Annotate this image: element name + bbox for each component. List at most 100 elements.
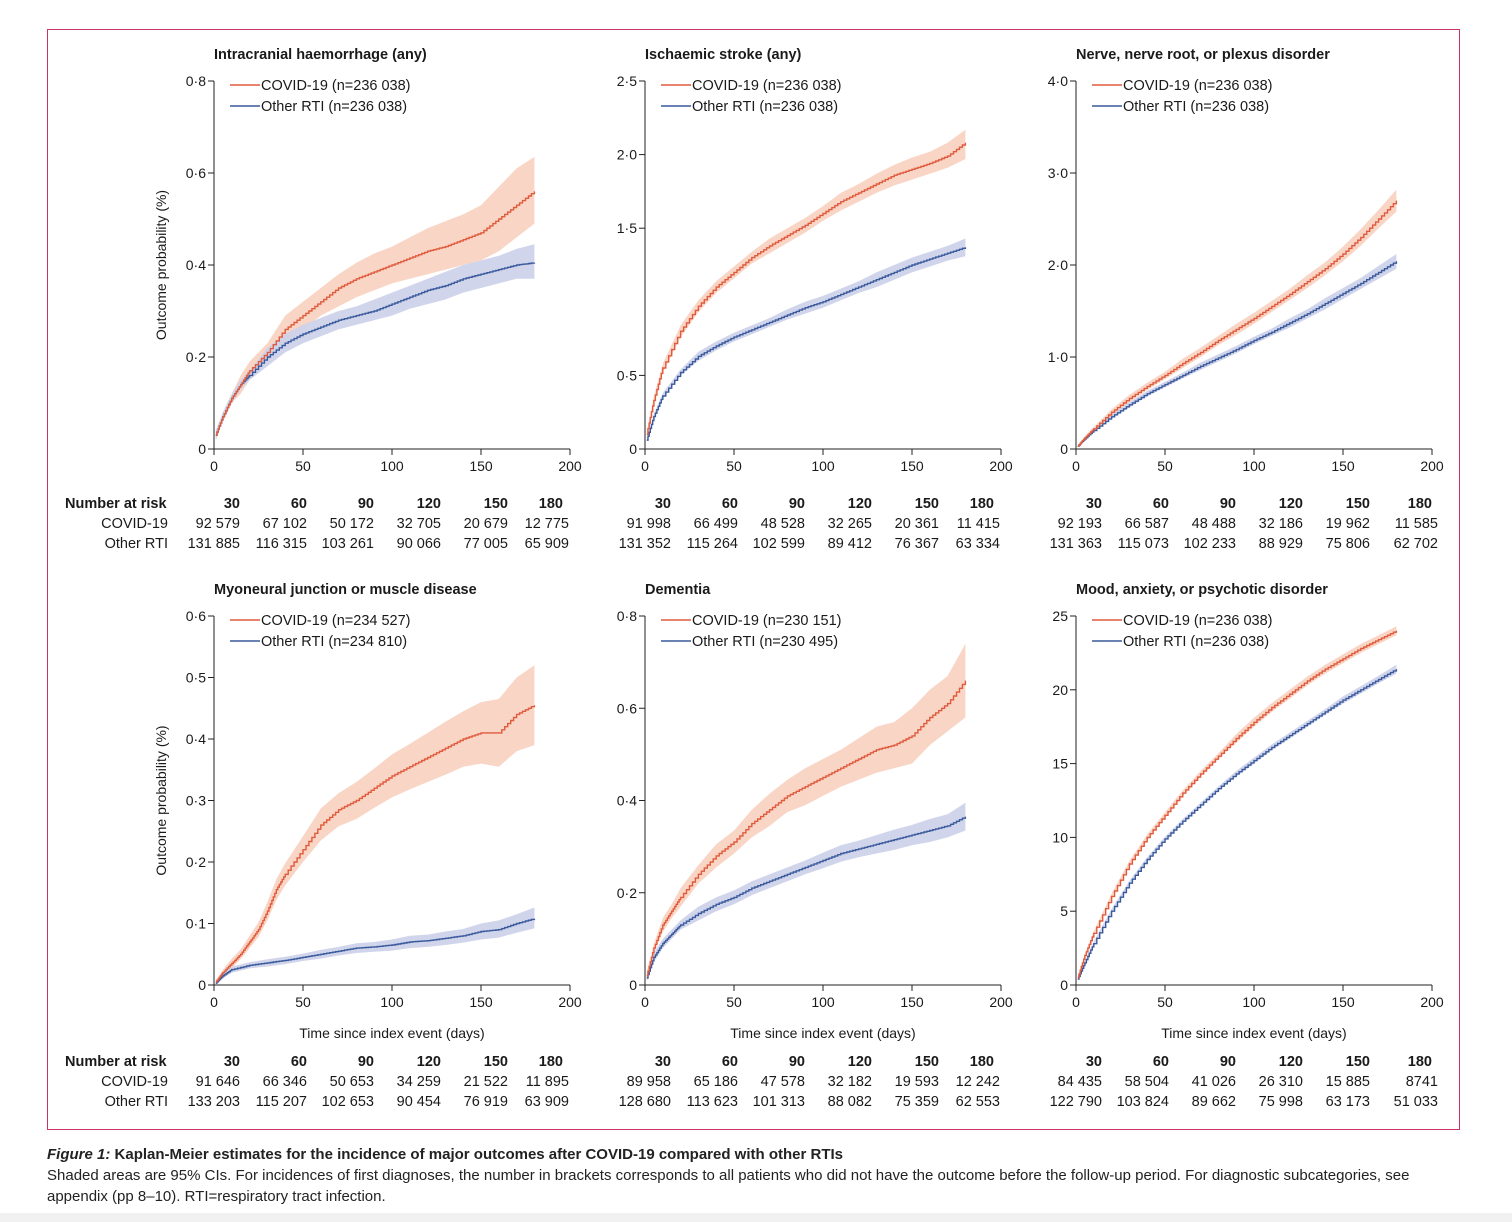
risk-value-other: 115 264 [686, 536, 738, 552]
y-tick-label: 0·2 [617, 885, 637, 901]
legend-other-rti-label: Other RTI (n=236 038) [1123, 99, 1269, 115]
x-tick-label: 200 [989, 994, 1013, 1010]
x-tick-label: 100 [380, 458, 404, 474]
risk-time-header: 120 [416, 496, 441, 512]
risk-time-header: 180 [1407, 496, 1432, 512]
risk-value-other: 63 334 [955, 536, 1000, 552]
y-tick-label: 0·6 [186, 608, 206, 624]
risk-value-other: 89 662 [1191, 1094, 1236, 1110]
other-rti-series-line [215, 918, 536, 984]
risk-value-other: 115 207 [255, 1094, 307, 1110]
y-tick-label: 0·1 [186, 916, 206, 932]
risk-value-covid: 19 962 [1325, 516, 1370, 532]
x-axis-label: Time since index event (days) [299, 1025, 484, 1041]
y-tick-label: 0·2 [186, 349, 206, 365]
risk-value-covid: 67 102 [262, 516, 307, 532]
risk-time-header: 180 [1407, 1054, 1432, 1070]
other-rti-ci-band [1077, 254, 1397, 448]
x-tick-label: 50 [295, 994, 311, 1010]
risk-value-covid: 20 361 [894, 516, 939, 532]
risk-value-other: 133 203 [187, 1094, 240, 1110]
risk-value-covid: 92 193 [1057, 516, 1102, 532]
x-tick-label: 100 [1242, 458, 1266, 474]
legend-other-rti-label: Other RTI (n=230 495) [692, 634, 838, 650]
figure-title: Kaplan-Meier estimates for the incidence… [114, 1146, 844, 1163]
figure-note: Shaded areas are 95% CIs. For incidences… [47, 1167, 1410, 1205]
x-tick-label: 0 [210, 994, 218, 1010]
risk-value-covid: 32 265 [827, 516, 872, 532]
risk-value-other: 88 082 [827, 1094, 872, 1110]
risk-value-covid: 66 346 [262, 1074, 307, 1090]
chart-panel-2: Ischaemic stroke (any) 0 0·5 1·5 2·0 2·5 0 50 10… [617, 47, 1013, 474]
y-tick-label: 0·5 [617, 367, 637, 383]
y-tick-label: 2·0 [617, 147, 637, 163]
other-rti-ci-band [646, 238, 966, 442]
risk-row-label-covid: COVID-19 [101, 1074, 168, 1090]
risk-value-covid: 66 499 [693, 516, 738, 532]
chart-title: Dementia [645, 582, 711, 598]
covid-series-line [215, 191, 536, 436]
risk-value-covid: 21 522 [463, 1074, 508, 1090]
x-tick-label: 150 [469, 458, 493, 474]
legend-covid-label: COVID-19 (n=236 038) [1123, 78, 1273, 94]
y-tick-label: 0·6 [617, 700, 637, 716]
risk-time-header: 150 [914, 496, 939, 512]
covid-series-line [1077, 630, 1398, 979]
covid-series-line [215, 705, 536, 983]
risk-time-header: 30 [223, 1054, 240, 1070]
risk-value-other: 90 066 [396, 536, 441, 552]
risk-value-other: 131 885 [187, 536, 240, 552]
risk-value-other: 128 680 [618, 1094, 671, 1110]
x-tick-label: 0 [210, 458, 218, 474]
risk-time-header: 180 [969, 1054, 994, 1070]
covid-ci-band [646, 643, 966, 981]
other-rti-ci-band [646, 802, 966, 982]
risk-value-other: 88 929 [1258, 536, 1303, 552]
risk-value-covid: 32 186 [1258, 516, 1303, 532]
other-rti-series-line [1077, 261, 1398, 447]
covid-ci-band [1077, 626, 1397, 980]
risk-table-header: Number at risk [65, 1054, 167, 1070]
chart-panel-3: Nerve, nerve root, or plexus disorder 0 1·… [1048, 47, 1444, 474]
risk-value-covid: 48 488 [1191, 516, 1236, 532]
risk-value-other: 102 233 [1183, 536, 1236, 552]
risk-value-other: 75 359 [894, 1094, 939, 1110]
y-tick-label: 0 [629, 977, 637, 993]
page-bottom-bar [0, 1213, 1512, 1222]
legend-covid-label: COVID-19 (n=236 038) [261, 78, 411, 94]
x-tick-label: 200 [1420, 458, 1444, 474]
figure-charts: Intracranial haemorrhage (any) Outcome pr… [153, 47, 1444, 1041]
y-tick-label: 10 [1052, 829, 1068, 845]
risk-time-header: 60 [290, 1054, 307, 1070]
risk-time-header: 150 [1345, 496, 1370, 512]
risk-time-header: 30 [654, 1054, 671, 1070]
risk-value-other: 62 553 [955, 1094, 1000, 1110]
risk-value-other: 115 073 [1117, 536, 1169, 552]
risk-value-other: 63 909 [524, 1094, 569, 1110]
x-tick-label: 200 [989, 458, 1013, 474]
x-tick-label: 100 [811, 994, 835, 1010]
y-axis-label: Outcome probability (%) [153, 190, 169, 340]
y-tick-label: 0·4 [186, 731, 206, 747]
y-tick-label: 0·4 [186, 257, 206, 273]
risk-time-header: 60 [290, 496, 307, 512]
risk-value-other: 101 313 [752, 1094, 805, 1110]
risk-time-header: 150 [483, 1054, 508, 1070]
risk-value-covid: 65 186 [693, 1074, 738, 1090]
chart-title: Ischaemic stroke (any) [645, 47, 802, 63]
x-tick-label: 0 [1072, 458, 1080, 474]
y-tick-label: 3·0 [1048, 165, 1068, 181]
y-tick-label: 5 [1060, 903, 1068, 919]
y-tick-label: 0·4 [617, 793, 637, 809]
risk-value-other: 116 315 [255, 536, 307, 552]
risk-time-header: 90 [357, 1054, 374, 1070]
chart-title: Nerve, nerve root, or plexus disorder [1076, 47, 1330, 63]
risk-time-header: 90 [357, 496, 374, 512]
y-tick-label: 0·3 [186, 793, 206, 809]
risk-value-other: 65 909 [524, 536, 569, 552]
risk-time-header: 120 [1278, 496, 1303, 512]
risk-table-header: Number at risk [65, 496, 167, 512]
risk-value-other: 76 919 [463, 1094, 508, 1110]
risk-value-covid: 50 172 [329, 516, 374, 532]
risk-time-header: 120 [847, 496, 872, 512]
